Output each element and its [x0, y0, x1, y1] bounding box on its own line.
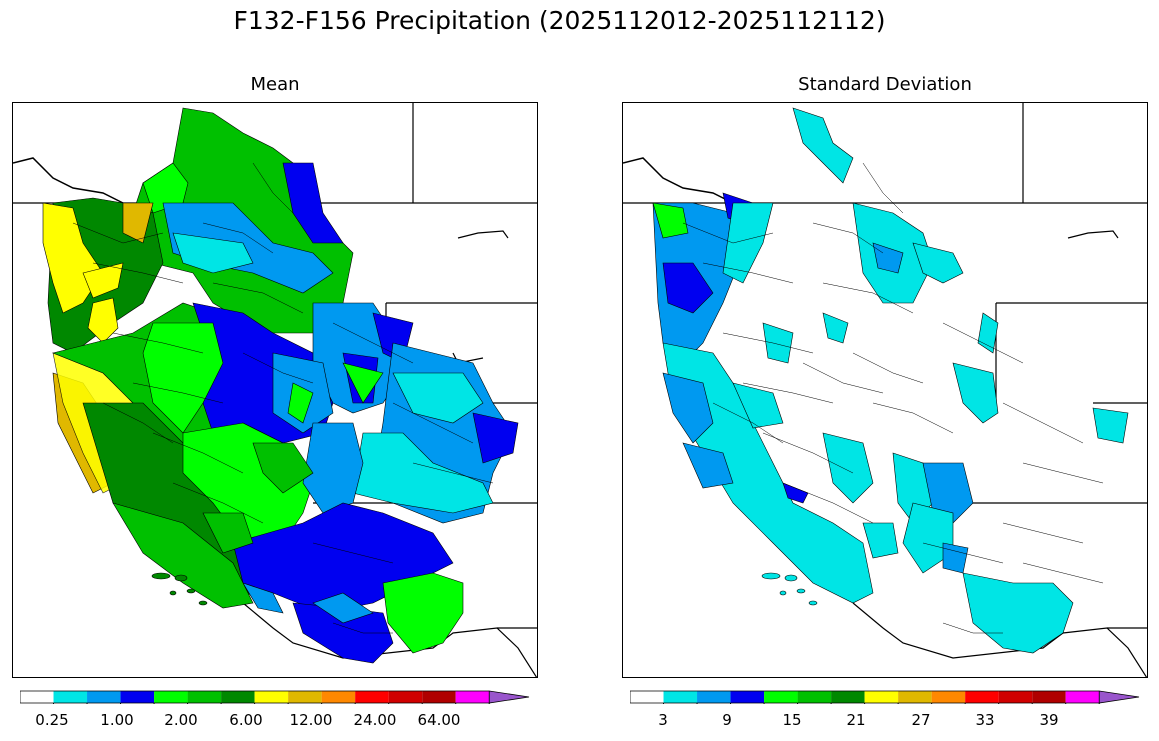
colorbar-segment	[455, 691, 490, 703]
colorbar-segment	[355, 691, 389, 703]
colorbar-segment	[697, 691, 731, 703]
basin-polygons	[42, 107, 519, 664]
colorbar-segment	[87, 691, 121, 703]
colorbar-segment	[998, 691, 1033, 703]
colorbar-extend-arrow	[488, 690, 530, 704]
colorbar-segment	[154, 691, 188, 703]
channel-islands	[151, 572, 208, 606]
std-tick-label: 27	[911, 711, 931, 729]
mean-tick-label: 6.00	[229, 711, 263, 729]
mean-colorbar	[20, 690, 530, 704]
basin-outlines	[72, 162, 494, 634]
colorbar-segment	[764, 691, 798, 703]
std-tick-label: 39	[1039, 711, 1059, 729]
std-colorbar-svg	[630, 690, 1140, 704]
std-map	[622, 102, 1148, 678]
channel-islands	[761, 572, 818, 606]
std-tick-label: 21	[846, 711, 866, 729]
colorbar-segment	[630, 691, 664, 703]
colorbar-segment	[221, 691, 255, 703]
basin-outlines	[682, 162, 1104, 634]
mean-map-svg	[13, 103, 537, 677]
colorbar-outline	[630, 690, 1100, 704]
mean-panel-title: Mean	[250, 74, 300, 95]
std-map-svg	[623, 103, 1147, 677]
std-colorbar	[630, 690, 1140, 704]
colorbar-segment	[831, 691, 865, 703]
colorbar-segment	[864, 691, 899, 703]
colorbar-segment	[53, 691, 88, 703]
state-borders	[623, 103, 1147, 677]
figure-title: F132-F156 Precipitation (2025112012-2025…	[233, 6, 886, 35]
mean-tick-label: 1.00	[100, 711, 134, 729]
colorbar-segment	[120, 691, 155, 703]
colorbar-segment	[187, 691, 222, 703]
colorbar-segment	[422, 691, 456, 703]
mean-tick-label: 2.00	[164, 711, 198, 729]
coastline	[13, 157, 124, 204]
colorbar-segment	[1065, 691, 1100, 703]
colorbar-segment	[388, 691, 423, 703]
colorbar-segment	[254, 691, 289, 703]
mean-tick-label: 12.00	[289, 711, 333, 729]
std-tick-label: 33	[975, 711, 995, 729]
std-tick-label: 9	[722, 711, 732, 729]
colorbar-outline	[20, 690, 490, 704]
colorbar-segment	[288, 691, 322, 703]
mean-map	[12, 102, 538, 678]
colorbar-extend-arrow	[1098, 690, 1140, 704]
std-panel-title: Standard Deviation	[798, 74, 972, 95]
mean-tick-label: 0.25	[35, 711, 69, 729]
colorbar-segment	[20, 691, 54, 703]
coastline	[623, 157, 734, 204]
std-tick-label: 15	[782, 711, 802, 729]
colorbar-segment	[898, 691, 932, 703]
colorbar-segment	[663, 691, 698, 703]
colorbar-segment	[321, 691, 356, 703]
colorbar-segment	[797, 691, 832, 703]
std-tick-label: 3	[658, 711, 668, 729]
colorbar-segment	[1032, 691, 1066, 703]
colorbar-segment	[965, 691, 999, 703]
colorbar-segment	[730, 691, 765, 703]
colorbar-segment	[931, 691, 966, 703]
basin-polygons	[652, 107, 1129, 654]
mean-tick-label: 64.00	[417, 711, 461, 729]
mean-tick-label: 24.00	[353, 711, 397, 729]
mean-colorbar-svg	[20, 690, 530, 704]
